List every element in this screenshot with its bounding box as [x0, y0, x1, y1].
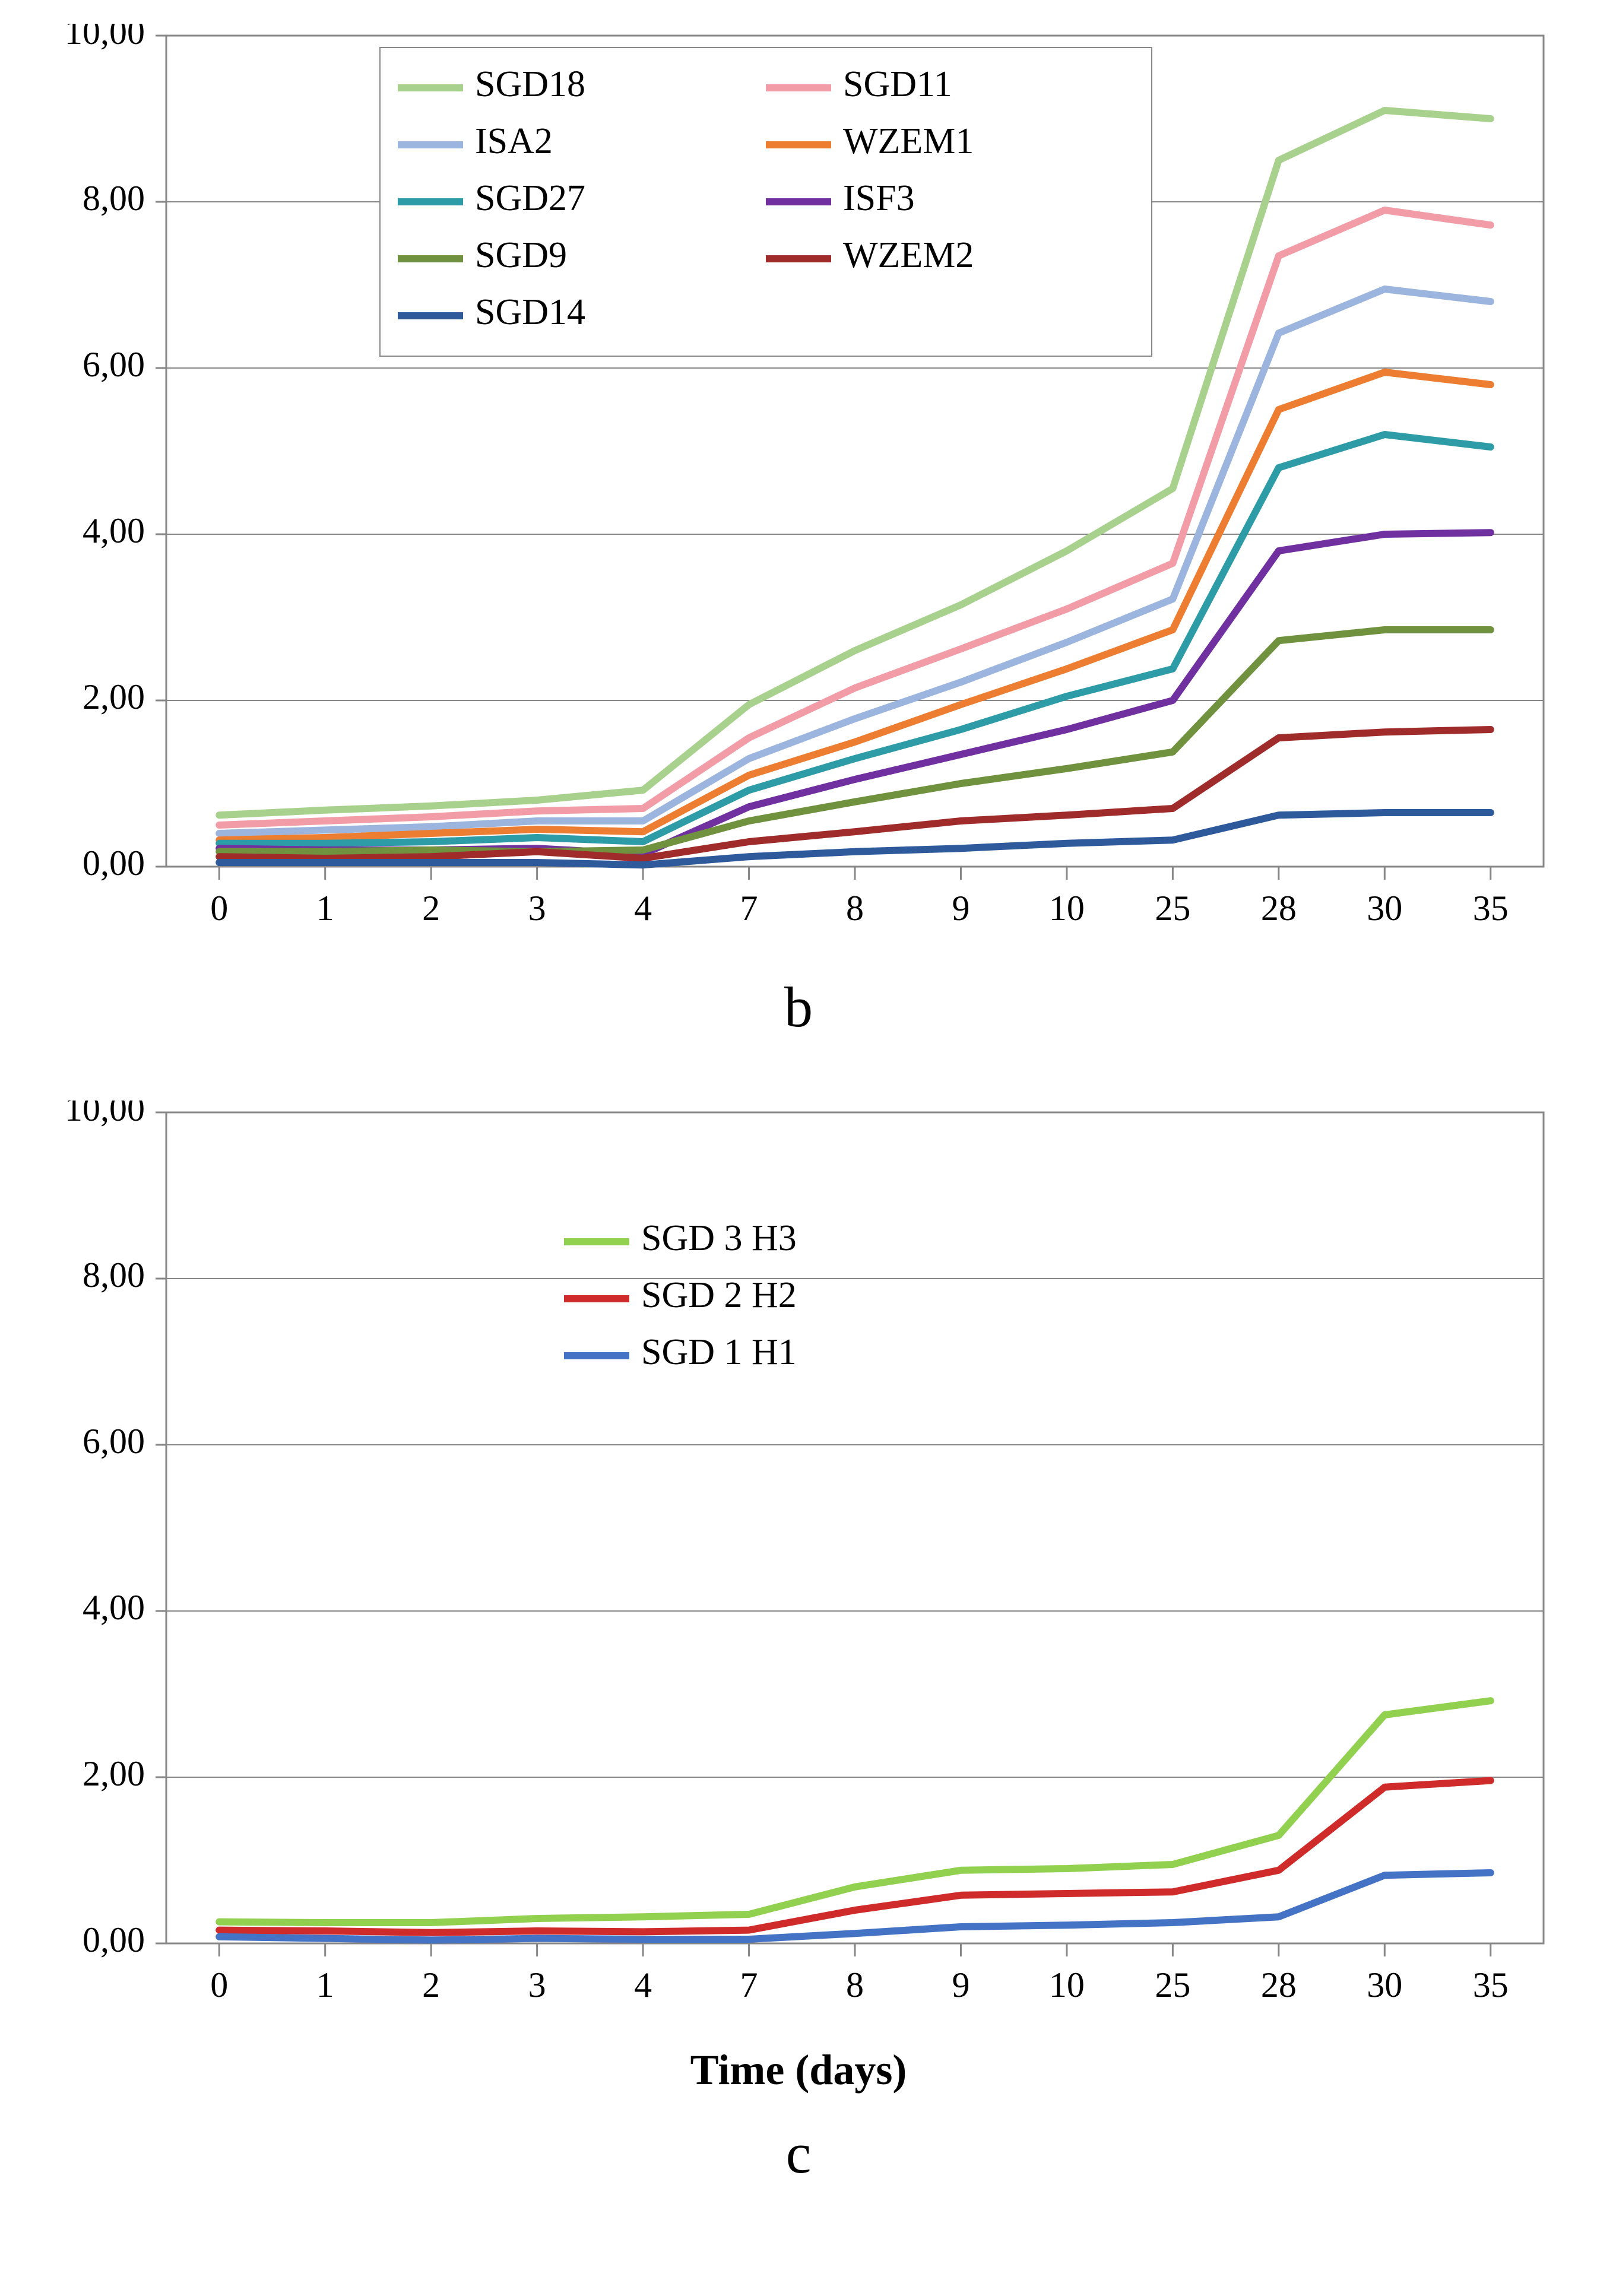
- y-tick-label: 0,00: [83, 1920, 145, 1959]
- legend: SGD18 SGD11 ISA2 WZEM1 SGD27 ISF3 SGD9 WZEM2 SGD…: [380, 47, 1152, 356]
- x-tick-label: 1: [316, 1965, 334, 2005]
- y-tick-label: 0,00: [83, 843, 145, 883]
- y-tick-label: 8,00: [83, 1255, 145, 1295]
- x-tick-label: 8: [846, 1965, 864, 2005]
- x-axis-title: Time (days): [36, 2044, 1561, 2095]
- y-tick-label: 6,00: [83, 345, 145, 384]
- panel-c-caption: c: [36, 2114, 1561, 2193]
- x-tick-label: 0: [210, 1965, 228, 2005]
- x-tick-label: 2: [422, 889, 440, 928]
- x-tick-label: 25: [1155, 889, 1190, 928]
- panel-b-caption: b: [36, 968, 1561, 1047]
- y-tick-label: 4,00: [83, 1588, 145, 1627]
- x-tick-label: 3: [528, 1965, 546, 2005]
- legend-label: SGD 2 H2: [641, 1276, 797, 1316]
- x-tick-label: 4: [634, 889, 652, 928]
- legend-label: ISA2: [475, 121, 553, 161]
- x-tick-label: 3: [528, 889, 546, 928]
- x-tick-label: 7: [740, 1965, 758, 2005]
- x-tick-label: 30: [1367, 1965, 1402, 2005]
- panel-c: 0,00 2,00 4,00 6,00 8,00 10,00 0 1 2 3 4 7 8 9 10 25 28 3…: [36, 1101, 1561, 2193]
- legend-label: SGD14: [475, 292, 585, 332]
- x-tick-label: 2: [422, 1965, 440, 2005]
- y-tick-label: 6,00: [83, 1422, 145, 1461]
- x-tick-label: 35: [1473, 1965, 1509, 2005]
- legend-label: WZEM1: [843, 121, 974, 161]
- legend-label: SGD27: [475, 178, 585, 218]
- y-tick-label: 10,00: [65, 1101, 145, 1128]
- legend-label: SGD 1 H1: [641, 1333, 797, 1373]
- x-tick-label: 9: [952, 889, 969, 928]
- panel-b: 0,00 2,00 4,00 6,00 8,00 10,00 0 1 2 3 4 7 8 9 10 25 28 3…: [36, 24, 1561, 1047]
- legend-label: SGD 3 H3: [641, 1219, 797, 1259]
- y-tick-label: 2,00: [83, 677, 145, 716]
- x-tick-label: 1: [316, 889, 334, 928]
- x-tick-label: 0: [210, 889, 228, 928]
- x-tick-label: 28: [1261, 1965, 1297, 2005]
- x-tick-label: 28: [1261, 889, 1297, 928]
- x-tick-label: 8: [846, 889, 864, 928]
- plot-area: [166, 1112, 1544, 1943]
- y-tick-label: 8,00: [83, 179, 145, 218]
- y-tick-label: 4,00: [83, 511, 145, 550]
- x-tick-label: 7: [740, 889, 758, 928]
- x-tick-label: 10: [1049, 889, 1085, 928]
- y-tick-label: 2,00: [83, 1754, 145, 1793]
- x-tick-label: 30: [1367, 889, 1402, 928]
- figure-page: 0,002,004,006,008,0010,00012347891025283…: [0, 0, 1597, 2282]
- chart-c: 0,00 2,00 4,00 6,00 8,00 10,00 0 1 2 3 4 7 8 9 10 25 28 3…: [36, 1101, 1561, 2027]
- x-tick-label: 10: [1049, 1965, 1085, 2005]
- legend-label: SGD11: [843, 64, 952, 104]
- y-tick-label: 10,00: [65, 24, 145, 52]
- legend-label: ISF3: [843, 178, 915, 218]
- legend-label: WZEM2: [843, 235, 974, 275]
- legend-label: SGD18: [475, 64, 585, 104]
- x-tick-label: 35: [1473, 889, 1509, 928]
- legend-label: SGD9: [475, 235, 567, 275]
- chart-b: 0,00 2,00 4,00 6,00 8,00 10,00 0 1 2 3 4 7 8 9 10 25 28 3…: [36, 24, 1561, 950]
- x-tick-label: 4: [634, 1965, 652, 2005]
- x-tick-label: 25: [1155, 1965, 1190, 2005]
- x-tick-label: 9: [952, 1965, 969, 2005]
